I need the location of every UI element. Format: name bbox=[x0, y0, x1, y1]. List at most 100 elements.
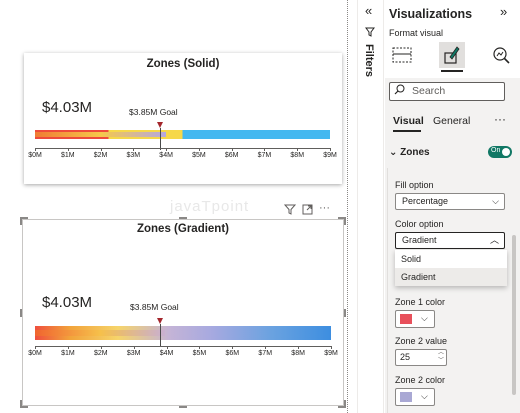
resize-handle[interactable] bbox=[20, 406, 28, 408]
value-bar bbox=[35, 132, 166, 137]
color-swatch bbox=[400, 392, 412, 402]
zone2-value-label: Zone 2 value bbox=[395, 336, 448, 346]
dropdown-value: Gradient bbox=[402, 235, 437, 245]
zones-toggle[interactable]: On bbox=[488, 146, 512, 158]
more-options-icon[interactable]: ··· bbox=[494, 112, 506, 126]
x-axis-tick bbox=[199, 346, 201, 349]
resize-handle[interactable] bbox=[179, 217, 187, 219]
expand-right-icon[interactable]: » bbox=[500, 4, 508, 19]
section-label: Zones bbox=[400, 147, 430, 158]
resize-handle[interactable] bbox=[20, 400, 22, 408]
x-axis-tick-label: $8M bbox=[290, 152, 305, 159]
zone-bar bbox=[35, 130, 330, 139]
x-axis-tick bbox=[297, 148, 299, 151]
resize-handle[interactable] bbox=[338, 406, 346, 408]
section-zones[interactable]: ⌄ Zones bbox=[389, 147, 430, 158]
tab-general[interactable]: General bbox=[433, 115, 471, 127]
resize-handle[interactable] bbox=[20, 217, 22, 225]
x-axis-tick-label: $0M bbox=[28, 350, 42, 357]
goal-label: $3.85M Goal bbox=[129, 107, 178, 117]
x-axis-tick bbox=[264, 148, 266, 151]
x-axis-tick-label: $1M bbox=[60, 152, 75, 159]
chevron-down-icon: ⌄ bbox=[389, 147, 398, 158]
x-axis-tick bbox=[133, 148, 135, 151]
x-axis-tick bbox=[331, 346, 332, 349]
resize-handle[interactable] bbox=[344, 217, 346, 225]
goal-line bbox=[160, 324, 161, 346]
x-axis-tick bbox=[166, 148, 168, 151]
x-axis-tick-label: $7M bbox=[257, 152, 272, 159]
goal-marker bbox=[157, 122, 163, 128]
x-axis bbox=[35, 346, 331, 347]
color-option-list: Solid Gradient bbox=[395, 250, 507, 286]
watermark: javaTpoint bbox=[170, 198, 250, 215]
canvas-divider bbox=[347, 0, 348, 413]
format-visual-label: Format visual bbox=[389, 28, 444, 38]
resize-handle[interactable] bbox=[20, 309, 22, 317]
more-options-icon[interactable]: ··· bbox=[319, 202, 330, 214]
filter-funnel-icon[interactable] bbox=[365, 27, 375, 40]
scrollbar[interactable] bbox=[512, 235, 516, 395]
kpi-value: $4.03M bbox=[42, 99, 93, 116]
zone2-color-picker[interactable]: ⌵ bbox=[395, 388, 435, 406]
build-visual-icon[interactable] bbox=[389, 42, 415, 68]
x-axis bbox=[35, 148, 330, 149]
zone2-value-stepper[interactable]: 25 ︿ ﹀ bbox=[395, 349, 447, 366]
tab-visual[interactable]: Visual bbox=[393, 115, 424, 127]
stepper-arrows-icon[interactable]: ︿ ﹀ bbox=[437, 350, 444, 364]
x-axis-tick bbox=[166, 346, 168, 349]
x-axis-tick-label: $2M bbox=[93, 152, 108, 159]
option-gradient[interactable]: Gradient bbox=[395, 268, 507, 286]
zone2-color-label: Zone 2 color bbox=[395, 375, 446, 385]
resize-handle[interactable] bbox=[338, 217, 346, 219]
chart-card-solid[interactable]: Zones (Solid) $4.03M $3.85M Goal $0M $1M $… bbox=[24, 53, 342, 184]
resize-handle[interactable] bbox=[20, 217, 28, 219]
chart-card-gradient[interactable]: Zones (Gradient) $4.03M $3.85M Goal $0M $… bbox=[22, 219, 344, 406]
x-axis-tick bbox=[198, 148, 200, 151]
collapse-left-icon[interactable]: « bbox=[365, 3, 373, 18]
chevron-down-icon: ⌵ bbox=[421, 313, 428, 323]
chart-title: Zones (Gradient) bbox=[136, 223, 229, 235]
stepper-value: 25 bbox=[400, 352, 411, 362]
zone1-color-picker[interactable]: ⌵ bbox=[395, 310, 435, 328]
x-axis-tick bbox=[35, 148, 36, 151]
filters-pane-collapsed[interactable] bbox=[357, 0, 381, 413]
x-axis-tick bbox=[100, 346, 102, 349]
goal-label: $3.85M Goal bbox=[130, 302, 179, 312]
toggle-knob bbox=[502, 148, 510, 156]
tab-underline bbox=[393, 130, 421, 132]
analytics-icon[interactable] bbox=[488, 42, 514, 68]
x-axis-tick bbox=[35, 346, 36, 349]
zone-bar bbox=[35, 326, 331, 340]
search-icon bbox=[394, 84, 405, 98]
resize-handle[interactable] bbox=[344, 309, 346, 317]
goal-line bbox=[160, 128, 161, 150]
x-axis-tick-label: $8M bbox=[291, 350, 305, 357]
filters-label[interactable]: Filters bbox=[363, 44, 375, 78]
resize-handle[interactable] bbox=[344, 400, 346, 408]
value-bar bbox=[35, 330, 165, 336]
color-option-dropdown[interactable]: Gradient ︿ bbox=[395, 232, 505, 249]
focus-mode-icon[interactable] bbox=[302, 204, 313, 218]
resize-handle[interactable] bbox=[179, 406, 187, 408]
x-axis-tick-label: $7M bbox=[258, 350, 273, 357]
option-solid[interactable]: Solid bbox=[401, 254, 422, 264]
filter-icon[interactable] bbox=[283, 204, 297, 218]
chevron-up-icon: ︿ bbox=[489, 235, 499, 245]
goal-marker bbox=[157, 318, 163, 324]
x-axis-tick bbox=[67, 148, 69, 151]
x-axis-tick-label: $6M bbox=[224, 152, 239, 159]
selected-tab-indicator bbox=[441, 70, 463, 72]
x-axis-tick-label: $2M bbox=[93, 350, 108, 357]
format-visual-icon[interactable] bbox=[439, 42, 465, 68]
x-axis-tick bbox=[133, 346, 135, 349]
x-axis-tick-label: $6M bbox=[225, 350, 240, 357]
x-axis-tick-label: $4M bbox=[159, 350, 174, 357]
x-axis-tick-label: $9M bbox=[324, 350, 338, 357]
fill-option-dropdown[interactable]: Percentage ⌵ bbox=[395, 193, 505, 210]
x-axis-tick bbox=[232, 346, 234, 349]
pane-title: Visualizations bbox=[389, 7, 473, 21]
x-axis-tick-label: $0M bbox=[28, 152, 42, 159]
dropdown-value: Percentage bbox=[402, 196, 449, 206]
search-input[interactable]: Search bbox=[389, 82, 505, 101]
